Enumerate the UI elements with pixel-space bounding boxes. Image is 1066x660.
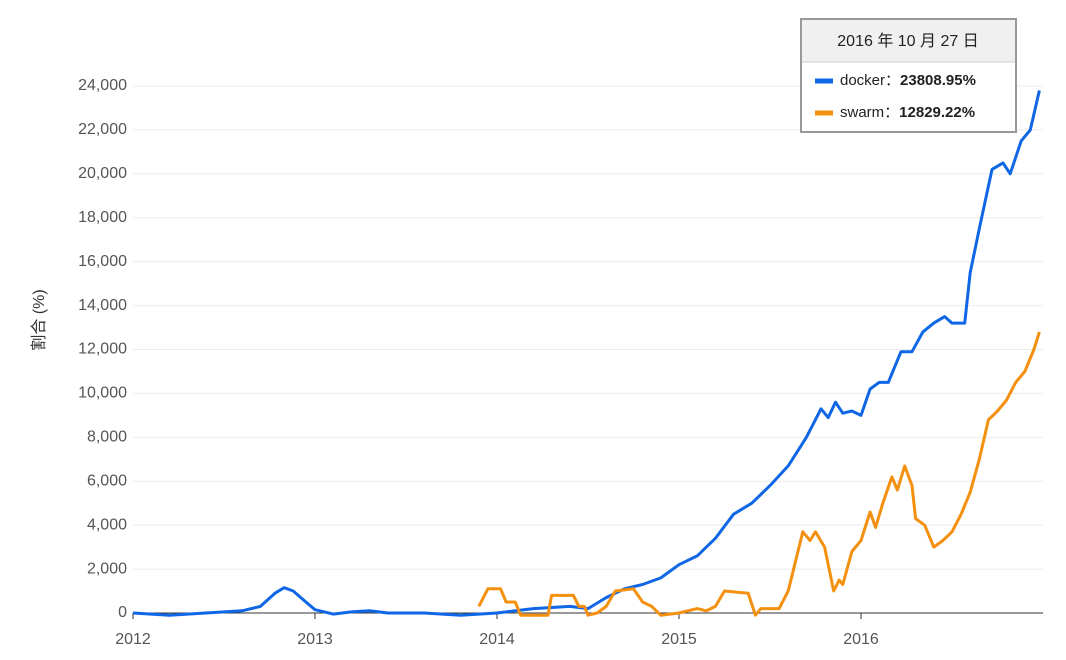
tooltip-swatch [815, 110, 833, 116]
tooltip-name: docker： [840, 72, 900, 89]
y-axis-label: 割合 (%) [30, 289, 48, 350]
y-tick-label: 10,000 [78, 385, 127, 402]
y-tick-label: 12,000 [78, 341, 127, 358]
y-tick-label: 24,000 [78, 77, 127, 94]
tooltip: 2016 年 10 月 27 日docker：23808.95%swarm：12… [800, 18, 1017, 133]
line-0 [132, 90, 1041, 617]
y-tick-label: 0 [118, 604, 127, 621]
x-tick-label: 2012 [115, 631, 151, 648]
y-tick-label: 18,000 [78, 209, 127, 226]
x-tick-label: 2013 [297, 631, 333, 648]
x-tick-label: 2015 [661, 631, 697, 648]
line-1 [477, 331, 1041, 617]
y-tick-label: 6,000 [87, 472, 127, 489]
y-tick-label: 16,000 [78, 253, 127, 270]
y-tick-label: 14,000 [78, 297, 127, 314]
tooltip-name: swarm： [840, 104, 899, 121]
tooltip-item: swarm：12829.22% [840, 104, 975, 121]
tooltip-swatch [815, 78, 833, 84]
tooltip-value: 12829.22% [899, 104, 975, 121]
tooltip-item: docker：23808.95% [840, 72, 976, 89]
y-tick-label: 8,000 [87, 429, 127, 446]
tooltip-header [802, 20, 1015, 62]
tooltip-title: 2016 年 10 月 27 日 [837, 32, 978, 50]
y-tick-label: 20,000 [78, 165, 127, 182]
tooltip-value: 23808.95% [900, 72, 976, 89]
y-tick-label: 22,000 [78, 121, 127, 138]
y-tick-label: 2,000 [87, 560, 127, 577]
y-tick-label: 4,000 [87, 516, 127, 533]
x-tick-label: 2014 [479, 631, 515, 648]
x-tick-label: 2016 [843, 631, 879, 648]
